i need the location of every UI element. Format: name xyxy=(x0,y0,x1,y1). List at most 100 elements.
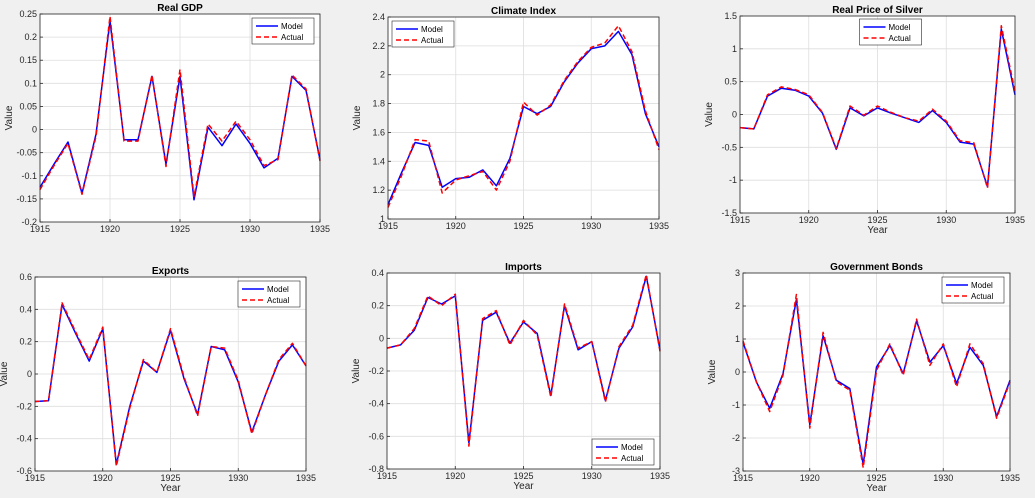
y-tick-label: 1.8 xyxy=(372,99,385,109)
y-tick-label: 0 xyxy=(735,367,740,377)
y-tick-label: -0.1 xyxy=(21,171,37,181)
x-tick-label: 1925 xyxy=(866,473,886,483)
y-tick-label: 0.1 xyxy=(24,78,37,88)
y-tick-label: 1.4 xyxy=(372,156,385,166)
legend-box xyxy=(391,20,455,48)
x-tick-label: 1935 xyxy=(1000,473,1020,483)
series-line-actual xyxy=(39,15,321,198)
legend-label: Actual xyxy=(267,296,289,305)
y-tick-label: 2 xyxy=(735,301,740,311)
y-tick-label: 0.5 xyxy=(724,77,737,87)
y-tick-label: 0.6 xyxy=(19,272,32,282)
y-axis-label: Value xyxy=(707,359,718,384)
y-tick-label: -1 xyxy=(732,400,740,410)
y-tick-label: 1 xyxy=(735,334,740,344)
chart-panel: 1915 1920 1925 1930 1935 -3 -2 -1 0 1 2 3 Government… xyxy=(695,262,1035,494)
y-axis-label: Value xyxy=(704,102,715,127)
x-tick-label: 1925 xyxy=(160,473,180,483)
chart-title: Real GDP xyxy=(157,3,203,14)
y-tick-label: -0.05 xyxy=(16,148,37,158)
x-tick-label: 1915 xyxy=(378,221,398,231)
chart-svg: 1915 1920 1925 1930 1935 1 1.2 1.4 1.6 1.8 2 2.2 2.4… xyxy=(352,6,669,231)
legend-label: Actual xyxy=(889,34,911,43)
y-tick-label: 0 xyxy=(27,369,32,379)
y-tick-label: -2 xyxy=(732,433,740,443)
chart-svg: 1915 1920 1925 1930 1935 -3 -2 -1 0 1 2 3 Government… xyxy=(707,262,1020,494)
chart-title: Government Bonds xyxy=(830,263,923,273)
y-axis-label: Value xyxy=(352,105,363,130)
y-tick-label: -0.4 xyxy=(368,399,384,409)
y-tick-label: 0.4 xyxy=(371,268,384,278)
x-tick-label: 1935 xyxy=(296,473,316,483)
legend-label: Model xyxy=(281,22,303,31)
chart-svg: 1915 1920 1925 1930 1935 -0.8 -0.6 -0.4 -0.2 0 0.2… xyxy=(351,262,670,492)
x-tick-label: 1935 xyxy=(649,221,669,231)
x-tick-label: 1915 xyxy=(377,471,397,481)
x-tick-label: 1935 xyxy=(310,224,330,234)
legend-label: Actual xyxy=(621,454,643,463)
legend-label: Model xyxy=(267,285,289,294)
y-tick-label: -0.15 xyxy=(16,194,37,204)
chart-panel: 1915 1920 1925 1930 1935 -0.2 -0.15 -0.1 -0.05 0 0… xyxy=(0,0,330,236)
y-axis-label: Value xyxy=(4,105,15,130)
legend-label: Actual xyxy=(971,292,993,301)
series-line-actual xyxy=(387,24,660,208)
y-tick-label: -0.4 xyxy=(16,434,32,444)
x-tick-label: 1920 xyxy=(446,221,466,231)
y-tick-label: 0.2 xyxy=(19,337,32,347)
chart-title: Exports xyxy=(152,266,190,277)
x-tick-label: 1925 xyxy=(513,221,533,231)
legend: Model Actual xyxy=(941,276,1005,304)
chart-title: Real Price of Silver xyxy=(832,5,923,16)
x-tick-label: 1930 xyxy=(581,221,601,231)
x-tick-label: 1925 xyxy=(170,224,190,234)
legend: Model Actual xyxy=(391,20,455,48)
chart-panel: 1915 1920 1925 1930 1935 -0.8 -0.6 -0.4 -0.2 0 0.2… xyxy=(345,262,685,493)
legend: Model Actual xyxy=(859,18,922,46)
y-tick-label: -1.5 xyxy=(721,208,737,218)
chart-title: Imports xyxy=(505,263,542,273)
y-tick-label: 0 xyxy=(732,110,737,120)
y-tick-label: -0.5 xyxy=(721,142,737,152)
x-tick-label: 1935 xyxy=(650,471,670,481)
chart-svg: 1915 1920 1925 1930 1935 -0.6 -0.4 -0.2 0 0.2 0.4 0… xyxy=(0,266,316,494)
y-tick-label: 1.6 xyxy=(372,127,385,137)
y-tick-label: -3 xyxy=(732,466,740,476)
legend: Model Actual xyxy=(237,280,301,308)
legend-label: Actual xyxy=(421,36,443,45)
y-tick-label: -0.8 xyxy=(368,464,384,474)
x-axis-label: Year xyxy=(160,483,181,493)
y-tick-label: 1.2 xyxy=(372,185,385,195)
legend-box xyxy=(237,280,301,308)
legend-box xyxy=(859,18,922,46)
x-tick-label: 1915 xyxy=(733,473,753,483)
x-tick-label: 1920 xyxy=(100,224,120,234)
x-tick-label: 1930 xyxy=(933,473,953,483)
x-tick-label: 1915 xyxy=(730,215,750,225)
y-tick-label: 2.4 xyxy=(372,12,385,22)
legend-label: Model xyxy=(621,443,643,452)
x-tick-label: 1930 xyxy=(936,215,956,225)
chart-svg: 1915 1920 1925 1930 1935 -0.2 -0.15 -0.1 -0.05 0 0… xyxy=(4,3,330,234)
y-tick-label: -0.2 xyxy=(368,366,384,376)
chart-panel: 1915 1920 1925 1930 1935 -0.6 -0.4 -0.2 0 0.2 0.4 0… xyxy=(0,263,330,494)
legend-box xyxy=(591,438,655,466)
legend-box xyxy=(941,276,1005,304)
y-tick-label: 0.15 xyxy=(19,55,37,65)
x-tick-label: 1920 xyxy=(799,215,819,225)
x-axis-label: Year xyxy=(866,483,887,493)
x-tick-label: 1935 xyxy=(1005,215,1025,225)
x-tick-label: 1925 xyxy=(513,471,533,481)
y-tick-label: 1 xyxy=(380,214,385,224)
y-tick-label: 0.05 xyxy=(19,101,37,111)
y-tick-label: -0.6 xyxy=(16,466,32,476)
x-axis-label: Year xyxy=(513,481,534,492)
series-line-actual xyxy=(34,302,307,467)
y-axis-label: Value xyxy=(0,361,10,386)
y-tick-label: -0.2 xyxy=(21,217,37,227)
y-tick-label: 0.2 xyxy=(24,32,37,42)
y-tick-label: 0.25 xyxy=(19,9,37,19)
series-line-model xyxy=(739,28,1016,188)
y-tick-label: 2 xyxy=(380,70,385,80)
chart-svg: 1915 1920 1925 1930 1935 -1.5 -1 -0.5 0 0.5 1 1.5 Re… xyxy=(704,5,1025,236)
